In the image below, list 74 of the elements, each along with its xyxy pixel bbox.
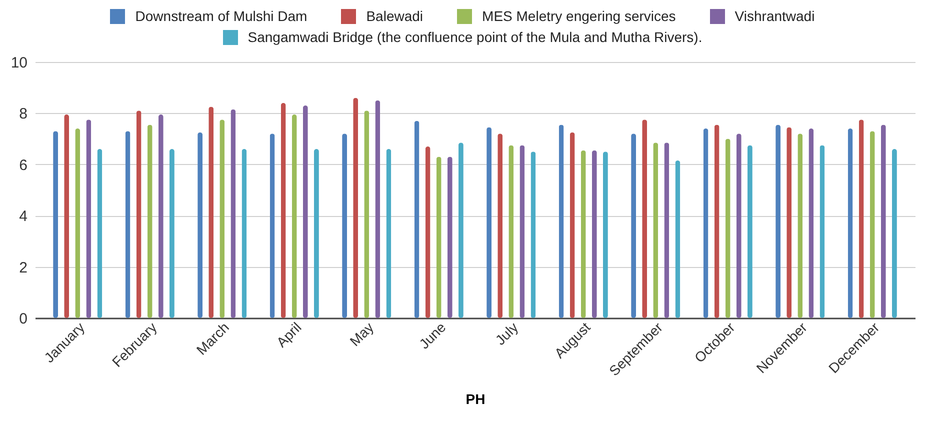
x-tick-label: May — [346, 319, 377, 350]
bar — [375, 100, 380, 318]
bar — [776, 124, 781, 318]
bar — [498, 134, 503, 318]
bar — [75, 128, 80, 318]
bar — [292, 114, 297, 318]
bar — [736, 134, 742, 318]
bar — [808, 128, 814, 318]
y-tick-label: 2 — [19, 259, 28, 276]
bar — [848, 128, 853, 318]
bar — [280, 102, 286, 318]
bar — [125, 131, 130, 318]
bar — [97, 149, 102, 318]
bar — [786, 127, 792, 318]
bar — [242, 149, 247, 318]
bar — [314, 149, 319, 318]
bar — [386, 149, 392, 318]
bar — [747, 145, 752, 318]
legend-label: Balewadi — [366, 8, 424, 24]
bar — [725, 138, 730, 318]
y-tick-label: 8 — [19, 106, 28, 123]
bar — [364, 110, 370, 318]
bar — [892, 149, 897, 318]
bar — [208, 106, 214, 318]
legend-label: Vishrantwadi — [734, 8, 815, 24]
bar — [414, 120, 420, 318]
bar — [580, 150, 586, 318]
bar — [642, 120, 648, 318]
bar — [858, 120, 864, 318]
bar — [86, 120, 92, 318]
bar — [342, 134, 348, 318]
legend-label: Sangamwadi Bridge (the confluence point of the Mula and Mutha Rivers). — [248, 29, 702, 45]
bar — [486, 127, 492, 318]
bar — [158, 114, 164, 318]
bar — [64, 114, 70, 318]
bar — [653, 142, 658, 318]
bar — [798, 134, 803, 318]
bar — [53, 131, 58, 318]
bar — [458, 142, 464, 318]
bar — [602, 152, 608, 318]
bar — [631, 134, 636, 318]
bar — [703, 128, 708, 318]
bar — [570, 132, 575, 318]
legend-label: Downstream of Mulshi Dam — [135, 8, 308, 24]
bar — [302, 106, 308, 318]
bar — [675, 160, 680, 318]
x-tick-label: July — [492, 319, 522, 348]
bar — [880, 124, 886, 318]
bar — [169, 149, 174, 318]
y-tick-label: 0 — [19, 310, 28, 328]
y-tick-label: 6 — [19, 156, 28, 174]
bar — [447, 156, 452, 318]
bar — [508, 145, 514, 318]
bar — [270, 134, 275, 318]
bar — [230, 109, 236, 318]
bar — [147, 124, 152, 318]
bar — [353, 98, 358, 318]
bar — [820, 145, 825, 318]
bar — [136, 110, 142, 318]
bar — [520, 145, 525, 318]
y-tick-label: 10 — [10, 54, 28, 72]
bar — [530, 152, 536, 318]
x-axis-title: PH — [466, 390, 486, 407]
bar — [220, 120, 225, 318]
y-tick-label: 4 — [19, 208, 28, 226]
bar — [870, 131, 875, 318]
bar — [436, 156, 442, 318]
legend-label: MES Meletry engering services — [482, 8, 676, 24]
bar — [592, 150, 597, 318]
bar — [558, 124, 564, 318]
bar — [714, 124, 720, 318]
bar — [425, 146, 430, 318]
bar — [664, 142, 670, 318]
bar — [198, 132, 203, 318]
